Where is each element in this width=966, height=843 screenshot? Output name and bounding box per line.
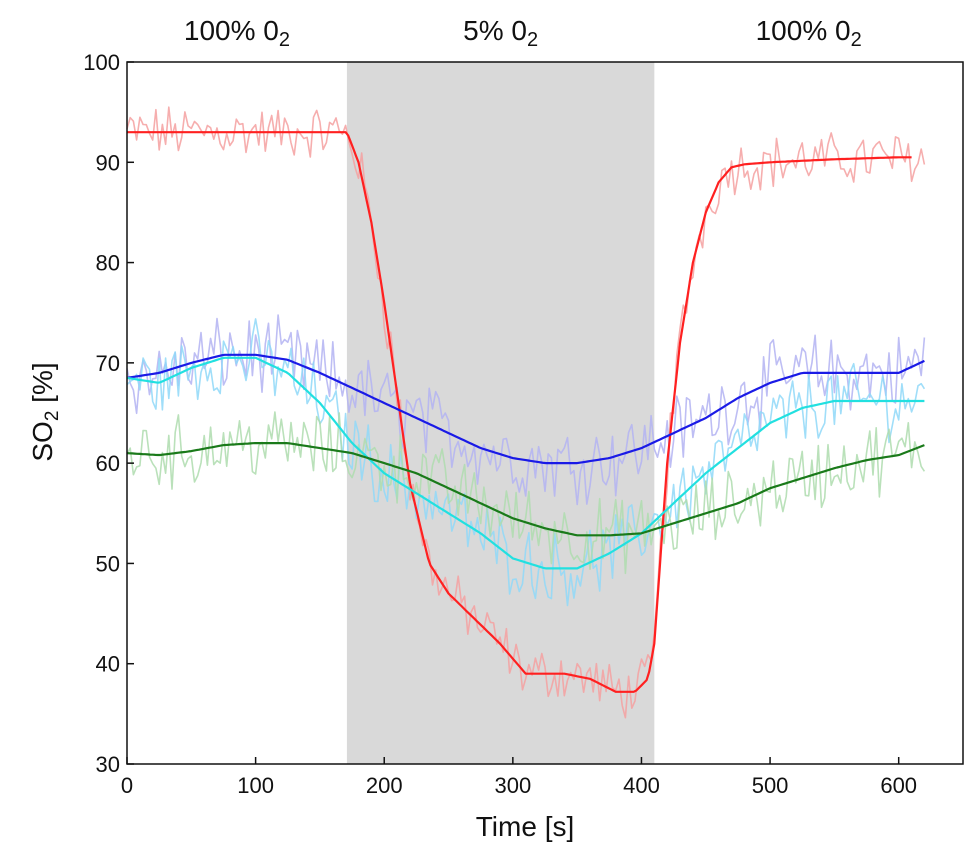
- x-axis-title: Time [s]: [476, 811, 575, 842]
- x-tick-label-100: 100: [237, 773, 274, 798]
- phase-label-1-sub: 2: [527, 29, 538, 51]
- phase-label-0-main: 100% 0: [184, 15, 279, 46]
- phase-label-2: 100% 02: [756, 15, 862, 51]
- phase-label-0-sub: 2: [279, 29, 290, 51]
- raw-trace-3: [126, 411, 926, 575]
- axis-ticks: 0 100 200 300 400 500 600 30 40 50 60 70 80 90 100: [83, 50, 917, 798]
- phase-shade-1: [346, 62, 655, 764]
- y-tick-label-90: 90: [96, 150, 120, 175]
- plot-border: [126, 61, 964, 765]
- phase-shading-layer: [346, 62, 655, 764]
- smoothed-line-1: [126, 353, 925, 465]
- x-tick-label-500: 500: [752, 773, 789, 798]
- y-tick-label-70: 70: [96, 351, 120, 376]
- y-tick-label-50: 50: [96, 551, 120, 576]
- raw-trace-1: [126, 314, 926, 506]
- smoothed-line-0: [127, 131, 912, 693]
- phase-label-2-sub: 2: [851, 29, 862, 51]
- phase-label-2-main: 100% 0: [756, 15, 851, 46]
- phase-label-1-main: 5% 0: [463, 15, 527, 46]
- x-tick-label-300: 300: [494, 773, 531, 798]
- phase-label-1: 5% 02: [463, 15, 538, 51]
- y-axis-title-main: SO: [27, 421, 58, 461]
- y-axis-title-sub: 2: [42, 411, 63, 422]
- y-tick-label-40: 40: [96, 652, 120, 677]
- plot-frame: [126, 61, 964, 765]
- smoothed-signal-layer: [126, 131, 925, 693]
- x-tick-label-600: 600: [880, 773, 917, 798]
- phase-labels: 100% 02 5% 02 100% 02: [184, 15, 862, 51]
- y-tick-label-30: 30: [96, 752, 120, 777]
- smoothed-line-3: [126, 442, 925, 537]
- y-tick-label-60: 60: [96, 451, 120, 476]
- raw-trace-2: [126, 318, 926, 607]
- x-tick-label-0: 0: [121, 773, 133, 798]
- x-tick-label-200: 200: [366, 773, 403, 798]
- y-axis-title: SO2 [%]: [27, 362, 63, 461]
- smoothed-line-2: [126, 356, 925, 570]
- y-tick-label-100: 100: [83, 50, 120, 75]
- y-tick-label-80: 80: [96, 251, 120, 276]
- x-tick-label-400: 400: [623, 773, 660, 798]
- phase-label-0: 100% 02: [184, 15, 290, 51]
- y-axis-title-rest: [%]: [27, 362, 58, 410]
